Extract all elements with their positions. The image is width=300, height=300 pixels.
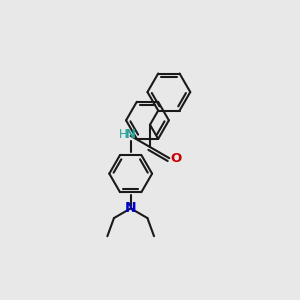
Text: N: N [125,128,136,141]
Text: N: N [125,201,136,215]
Text: H: H [118,128,127,141]
Text: O: O [171,152,182,165]
